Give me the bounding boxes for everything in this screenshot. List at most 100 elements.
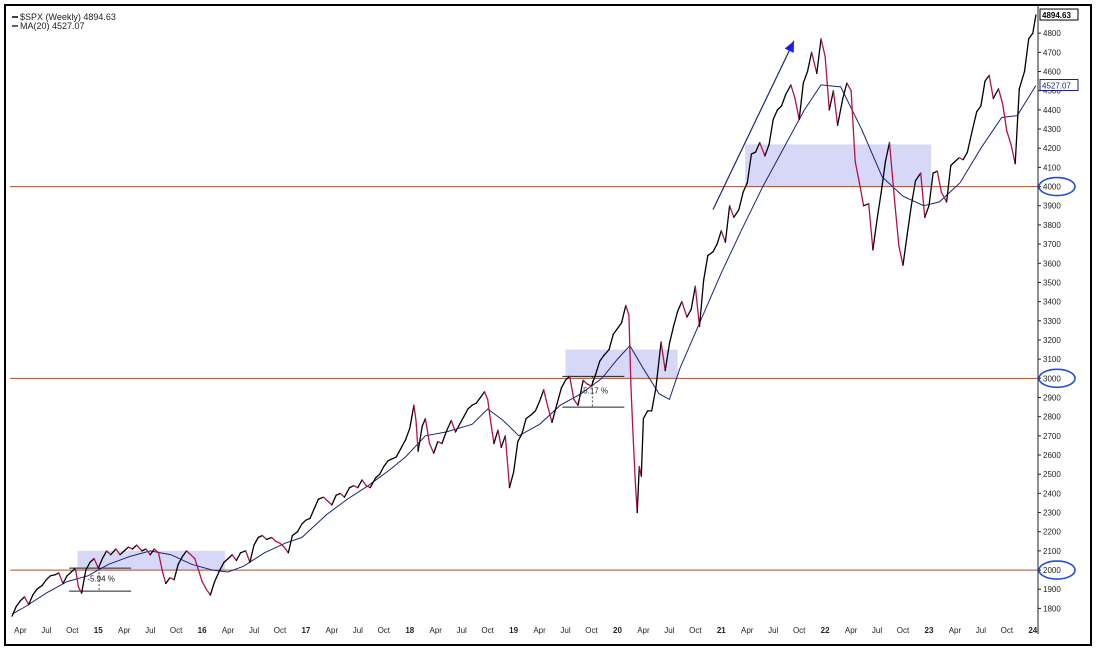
price-segment bbox=[668, 325, 675, 345]
price-segment bbox=[655, 341, 662, 389]
price-segment bbox=[374, 473, 381, 479]
price-segment bbox=[888, 141, 896, 203]
price-segment bbox=[924, 205, 930, 218]
price-segment bbox=[387, 458, 393, 462]
price-segment bbox=[1032, 14, 1037, 34]
price-segment bbox=[616, 322, 623, 330]
price-segment bbox=[590, 373, 597, 387]
price-segment bbox=[62, 575, 68, 585]
x-month-label: Oct bbox=[378, 626, 391, 635]
y-tick-label-4500: 4500 bbox=[1043, 87, 1061, 96]
y-tick-label-2200: 2200 bbox=[1043, 528, 1061, 537]
price-segment bbox=[437, 440, 443, 445]
price-segment bbox=[335, 492, 341, 496]
price-segment bbox=[698, 279, 705, 328]
price-segment bbox=[1023, 38, 1030, 73]
price-segment bbox=[612, 327, 619, 335]
price-segment bbox=[820, 38, 826, 57]
price-segment bbox=[161, 571, 167, 585]
price-segment bbox=[569, 375, 575, 401]
price-segment bbox=[836, 97, 844, 126]
x-year-label-18: 18 bbox=[405, 626, 414, 635]
price-segment bbox=[441, 431, 447, 445]
x-year-label-24: 24 bbox=[1028, 626, 1037, 635]
x-month-label: Oct bbox=[1001, 626, 1014, 635]
price-segment bbox=[357, 479, 363, 489]
price-segment bbox=[219, 561, 225, 571]
price-segment bbox=[181, 550, 188, 558]
price-segment bbox=[988, 74, 994, 100]
price-segment bbox=[265, 536, 273, 541]
price-segment bbox=[586, 383, 593, 387]
price-segment bbox=[296, 523, 303, 533]
price-segment bbox=[317, 496, 325, 500]
price-segment bbox=[19, 596, 26, 602]
price-segment bbox=[547, 406, 553, 424]
x-month-label: Apr bbox=[637, 626, 650, 635]
price-segment bbox=[32, 588, 38, 596]
price-segment bbox=[868, 203, 874, 251]
price-segment bbox=[828, 90, 835, 111]
horizontal-levels bbox=[10, 186, 1038, 571]
price-segment bbox=[577, 379, 584, 406]
price-segment bbox=[54, 572, 60, 576]
price-segment bbox=[780, 93, 787, 107]
price-segment bbox=[400, 439, 407, 448]
x-year-label-20: 20 bbox=[613, 626, 622, 635]
price-segment bbox=[724, 205, 731, 243]
chart-svg: -5.94 % -5.17 % 1800 1900 2000 2100 2200 2300 2… bbox=[10, 6, 1079, 635]
price-segment bbox=[110, 548, 117, 556]
price-segment bbox=[458, 416, 465, 425]
price-segment bbox=[157, 552, 164, 573]
shaded-zones bbox=[77, 144, 932, 571]
x-year-label-21: 21 bbox=[717, 626, 726, 635]
y-tick-label-2700: 2700 bbox=[1043, 432, 1061, 441]
price-segment bbox=[525, 414, 532, 420]
x-month-label: Apr bbox=[949, 626, 962, 635]
price-segment bbox=[190, 554, 196, 560]
price-segment bbox=[428, 442, 435, 454]
price-segment bbox=[97, 557, 104, 569]
price-segment bbox=[450, 419, 457, 433]
price-segment bbox=[365, 485, 371, 489]
price-segment bbox=[980, 80, 986, 107]
price-segment bbox=[58, 572, 64, 585]
x-month-label: Jul bbox=[41, 626, 51, 635]
price-segment bbox=[556, 387, 563, 404]
x-month-label: Apr bbox=[845, 626, 858, 635]
price-segment bbox=[177, 555, 184, 565]
price-segment bbox=[463, 408, 469, 418]
price-segment bbox=[573, 398, 579, 406]
price-segment bbox=[850, 90, 856, 163]
price-segment bbox=[115, 548, 121, 556]
price-segment bbox=[620, 304, 627, 324]
price-segment bbox=[750, 151, 757, 155]
price-segment bbox=[123, 546, 130, 552]
y-tick-label-3300: 3300 bbox=[1043, 317, 1061, 326]
price-segment bbox=[153, 548, 160, 554]
price-segment bbox=[816, 38, 822, 75]
x-month-label: Apr bbox=[533, 626, 546, 635]
price-segment bbox=[105, 550, 112, 556]
price-segment bbox=[630, 387, 634, 435]
price-segment bbox=[11, 605, 17, 617]
shaded-zone-3 bbox=[745, 144, 932, 187]
price-segment bbox=[512, 440, 519, 473]
price-segment bbox=[36, 584, 43, 590]
price-segment bbox=[1028, 32, 1034, 40]
price-segment bbox=[417, 425, 423, 452]
x-month-label: Oct bbox=[274, 626, 287, 635]
series-lines bbox=[11, 14, 1037, 617]
price-segment bbox=[471, 402, 477, 406]
x-month-label: Oct bbox=[793, 626, 806, 635]
price-segment bbox=[305, 517, 311, 521]
x-month-label: Jul bbox=[353, 626, 363, 635]
y-tick-label-2500: 2500 bbox=[1043, 470, 1061, 479]
price-segment bbox=[746, 153, 753, 184]
y-tick-label-3000: 3000 bbox=[1043, 374, 1061, 383]
x-month-label: Jul bbox=[976, 626, 986, 635]
price-segment bbox=[759, 141, 766, 157]
circled-level-4000 bbox=[1038, 176, 1076, 197]
x-month-label: Oct bbox=[585, 626, 598, 635]
price-segment bbox=[413, 404, 417, 422]
